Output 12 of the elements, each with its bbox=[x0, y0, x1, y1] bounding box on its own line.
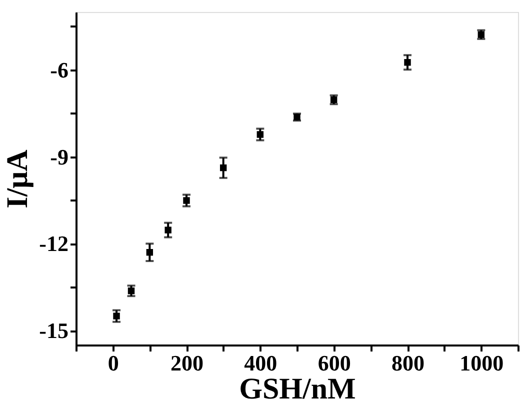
y-tick-label: -9 bbox=[50, 144, 68, 170]
x-tick-label: 0 bbox=[108, 350, 119, 376]
x-tick-label: 400 bbox=[244, 350, 278, 376]
x-tick-label: 200 bbox=[170, 350, 204, 376]
y-tick-label: -12 bbox=[39, 231, 68, 256]
y-tick-label: -15 bbox=[39, 318, 68, 344]
x-axis-title: GSH/nM bbox=[239, 372, 356, 406]
x-tick-label: 600 bbox=[318, 350, 351, 376]
y-axis-title: I/μA bbox=[1, 149, 34, 208]
x-tick-label: 1000 bbox=[460, 350, 504, 376]
x-tick-label: 800 bbox=[392, 350, 424, 376]
y-tick-label: -6 bbox=[50, 57, 68, 82]
